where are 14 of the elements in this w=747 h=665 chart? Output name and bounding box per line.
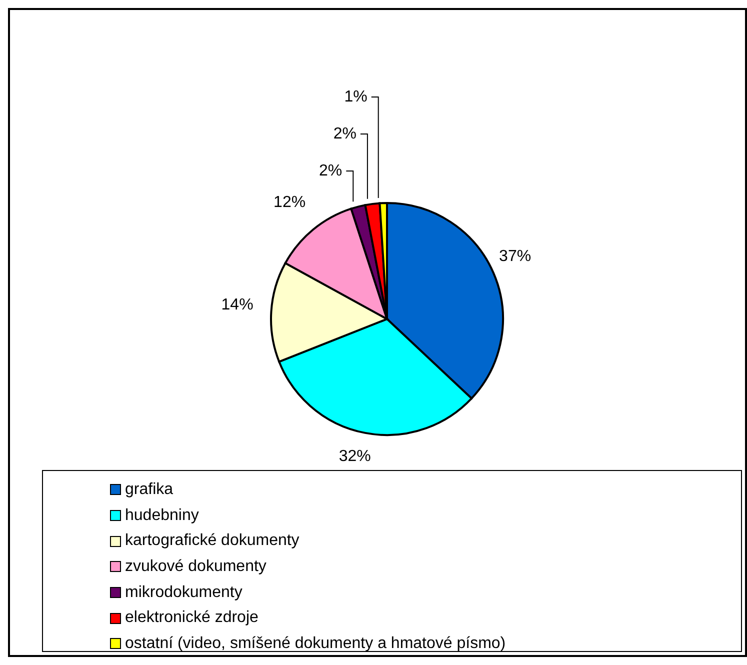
data-label: 32% bbox=[338, 448, 371, 465]
legend-label: zvukové dokumenty bbox=[125, 558, 266, 576]
legend-label: mikrodokumenty bbox=[125, 584, 242, 602]
data-label: 12% bbox=[274, 194, 306, 211]
legend-label: hudebniny bbox=[125, 506, 199, 525]
data-label: 37% bbox=[499, 248, 532, 265]
legend-label: grafika bbox=[125, 480, 174, 499]
data-label: 2% bbox=[319, 162, 342, 180]
legend-label: ostatní (video, smíšené dokumenty a hmatové písmo) bbox=[125, 634, 506, 653]
data-label: 14% bbox=[221, 296, 254, 314]
legend-label: elektronické zdroje bbox=[125, 609, 258, 628]
data-label: 2% bbox=[333, 126, 356, 142]
data-label: 1% bbox=[344, 88, 368, 106]
legend-label: kartografické dokumenty bbox=[125, 532, 300, 550]
